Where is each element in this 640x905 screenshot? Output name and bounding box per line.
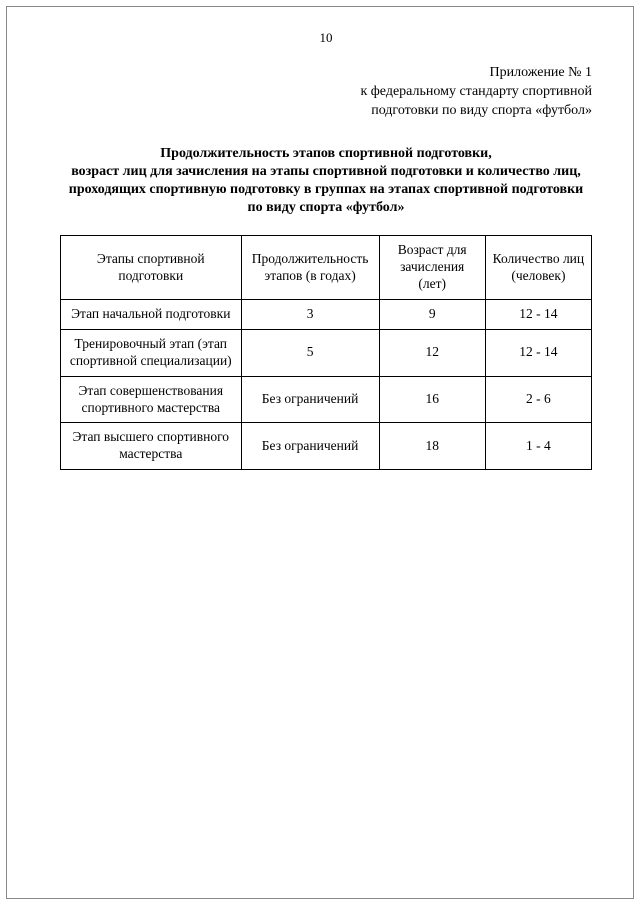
table-row: Этап высшего спортивного мастерства Без … (61, 423, 592, 470)
table-cell: 12 (379, 329, 485, 376)
table-cell: Этап начальной подготовки (61, 300, 242, 330)
table-cell: 12 - 14 (485, 329, 591, 376)
table-cell: 3 (241, 300, 379, 330)
table-cell: 9 (379, 300, 485, 330)
table-cell: Тренировочный этап (этап спортивной спец… (61, 329, 242, 376)
page-number: 10 (60, 30, 592, 46)
table-cell: 1 - 4 (485, 423, 591, 470)
table-cell: 2 - 6 (485, 376, 591, 423)
table-header-row: Этапы спортивной подготовки Продолжитель… (61, 236, 592, 300)
table-header-cell: Количество лиц (человек) (485, 236, 591, 300)
document-title: Продолжительность этапов спортивной подг… (60, 145, 592, 218)
appendix-line: Приложение № 1 (60, 64, 592, 83)
table-cell: 18 (379, 423, 485, 470)
table-header-cell: Возраст для зачисления (лет) (379, 236, 485, 300)
title-line: Продолжительность этапов спортивной подг… (64, 145, 588, 163)
table-cell: Без ограничений (241, 376, 379, 423)
table-header-cell: Продолжительность этапов (в годах) (241, 236, 379, 300)
table-row: Этап начальной подготовки 3 9 12 - 14 (61, 300, 592, 330)
appendix-header: Приложение № 1 к федеральному стандарту … (60, 64, 592, 121)
table-cell: Без ограничений (241, 423, 379, 470)
table-cell: 12 - 14 (485, 300, 591, 330)
table-row: Этап совершенствования спортивного масте… (61, 376, 592, 423)
table-row: Тренировочный этап (этап спортивной спец… (61, 329, 592, 376)
table-cell: Этап высшего спортивного мастерства (61, 423, 242, 470)
table-cell: Этап совершенствования спортивного масте… (61, 376, 242, 423)
table-cell: 5 (241, 329, 379, 376)
appendix-line: подготовки по виду спорта «футбол» (60, 102, 592, 121)
table-cell: 16 (379, 376, 485, 423)
table-header-cell: Этапы спортивной подготовки (61, 236, 242, 300)
title-line: возраст лиц для зачисления на этапы спор… (64, 163, 588, 218)
stages-table: Этапы спортивной подготовки Продолжитель… (60, 235, 592, 470)
appendix-line: к федеральному стандарту спортивной (60, 83, 592, 102)
